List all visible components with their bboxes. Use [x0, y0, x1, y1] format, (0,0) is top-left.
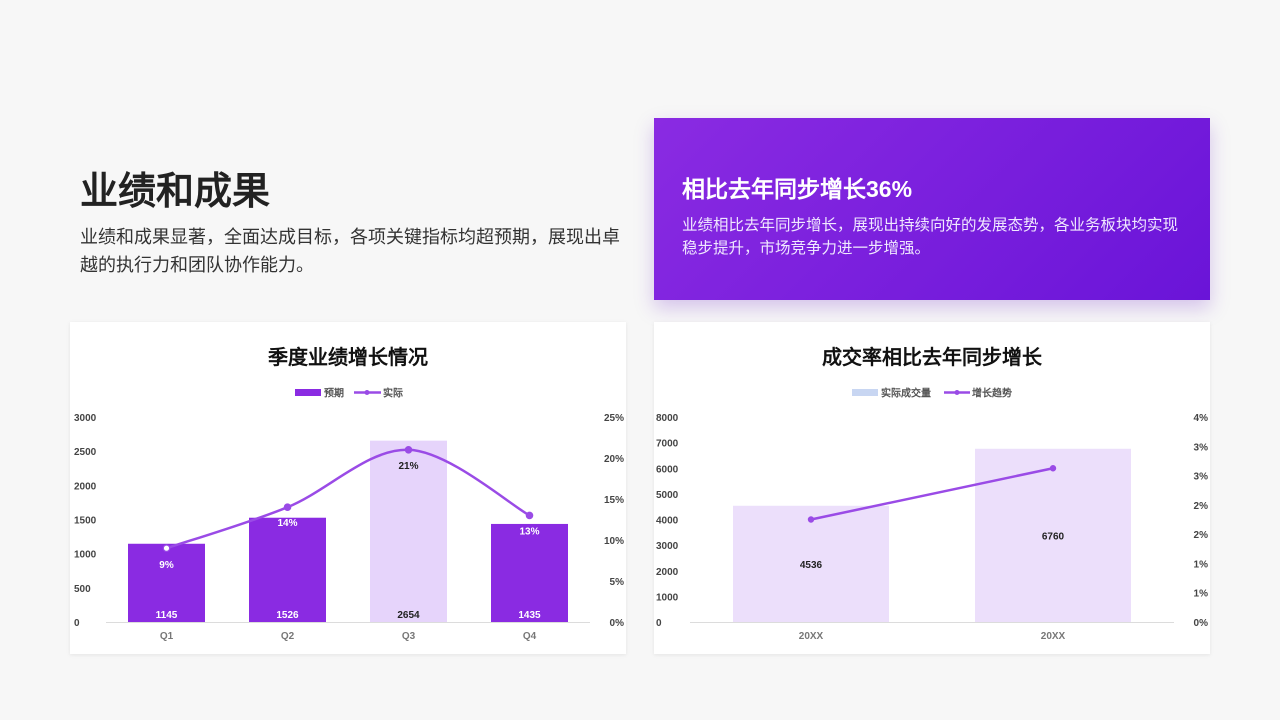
y-tick-label: 6000: [656, 464, 679, 475]
y2-tick-label: 15%: [604, 495, 624, 506]
x-tick-label: Q1: [160, 631, 174, 642]
y2-tick-label: 1%: [1194, 559, 1209, 570]
chart-title: 季度业绩增长情况: [267, 345, 428, 369]
bar-q4: [491, 523, 568, 622]
bar-value-label: 1526: [276, 610, 299, 621]
y2-tick-label: 0%: [610, 618, 625, 629]
line-point: [283, 503, 292, 512]
y2-tick-label: 20%: [604, 454, 624, 465]
legend-label-bar: 实际成交量: [881, 387, 931, 400]
bar-value-label: 4536: [800, 560, 823, 571]
y-tick-label: 0: [656, 618, 662, 629]
chart-title: 成交率相比去年同步增长: [822, 345, 1043, 369]
x-tick-label: Q3: [402, 631, 416, 642]
y-tick-label: 0: [74, 618, 80, 629]
page-description: 业绩和成果显著，全面达成目标，各项关键指标均超预期，展现出卓越的执行力和团队协作…: [80, 227, 620, 275]
y-tick-label: 4000: [656, 516, 679, 527]
x-tick-label: Q4: [523, 631, 537, 642]
bar-q3: [370, 440, 447, 622]
line-point: [162, 544, 171, 553]
line-point: [404, 446, 413, 454]
y-tick-label: 2500: [74, 447, 97, 458]
bar-1: [975, 448, 1131, 622]
bar-q2: [249, 517, 326, 622]
y-tick-label: 1000: [656, 592, 679, 603]
bar-0: [733, 505, 889, 622]
line-point: [525, 511, 534, 520]
bar-q1: [128, 543, 205, 622]
line-point: [1049, 465, 1057, 472]
line-series-actual: [166, 448, 531, 550]
line-point-label: 9%: [159, 560, 174, 571]
line-point-label: 13%: [519, 526, 539, 537]
x-tick-label: Q2: [281, 631, 295, 642]
y2-tick-label: 0%: [1194, 618, 1209, 629]
x-tick-label: 20XX: [799, 631, 824, 642]
line-point-label: 21%: [398, 461, 418, 472]
y2-tick-label: 2%: [1194, 501, 1209, 512]
y2-tick-label: 3%: [1194, 472, 1209, 483]
legend-label-line: 实际: [383, 387, 403, 400]
page-title: 业绩和成果: [80, 171, 271, 213]
line-point: [807, 516, 815, 523]
bar-value-label: 1145: [156, 610, 178, 621]
y-tick-label: 2000: [656, 567, 679, 578]
y-tick-label: 1000: [74, 550, 97, 561]
line-point-label: 14%: [277, 518, 297, 529]
bar-value-label: 2654: [397, 610, 420, 621]
y2-tick-label: 5%: [610, 577, 625, 588]
y-tick-label: 3000: [656, 541, 679, 552]
legend-swatch-marker: [364, 390, 370, 395]
y-tick-label: 7000: [656, 439, 679, 450]
y2-tick-label: 25%: [604, 413, 624, 424]
y2-tick-label: 2%: [1194, 530, 1209, 541]
y-tick-label: 2000: [74, 481, 97, 492]
bar-value-label: 6760: [1042, 531, 1065, 542]
conversion-chart-card: 成交率相比去年同步增长实际成交量 增长趋势 0 1000 2000 3000 4000 500…: [654, 322, 1210, 654]
legend-swatch-bar: [295, 389, 321, 396]
legend-swatch-marker: [954, 390, 960, 395]
highlight-title: 相比去年同步增长36%: [682, 176, 913, 202]
y-tick-label: 500: [74, 584, 91, 595]
highlight-text: 业绩相比去年同步增长，展现出持续向好的发展态势，各业务板块均实现稳步提升，市场竞…: [682, 217, 1179, 257]
line-series-trend: [810, 467, 1054, 521]
legend-label-line: 增长趋势: [972, 387, 1012, 400]
x-tick-label: 20XX: [1041, 631, 1066, 642]
bar-value-label: 1435: [518, 610, 541, 621]
legend-label-bar: 预期: [324, 387, 344, 400]
y2-tick-label: 10%: [604, 536, 624, 547]
quarterly-chart-card: 季度业绩增长情况预期 实际 0 500 1000 1500 2000 2500 3000 0% 5%…: [70, 322, 626, 654]
legend-swatch-bar: [852, 389, 878, 396]
y-tick-label: 5000: [656, 490, 679, 501]
y-tick-label: 3000: [74, 413, 97, 424]
highlight-panel: 相比去年同步增长36% 业绩相比去年同步增长，展现出持续向好的发展态势，各业务板…: [654, 118, 1210, 300]
y-tick-label: 1500: [74, 516, 97, 527]
y2-tick-label: 3%: [1194, 442, 1209, 453]
y-tick-label: 8000: [656, 413, 679, 424]
y2-tick-label: 4%: [1194, 413, 1209, 424]
y2-tick-label: 1%: [1194, 589, 1209, 600]
